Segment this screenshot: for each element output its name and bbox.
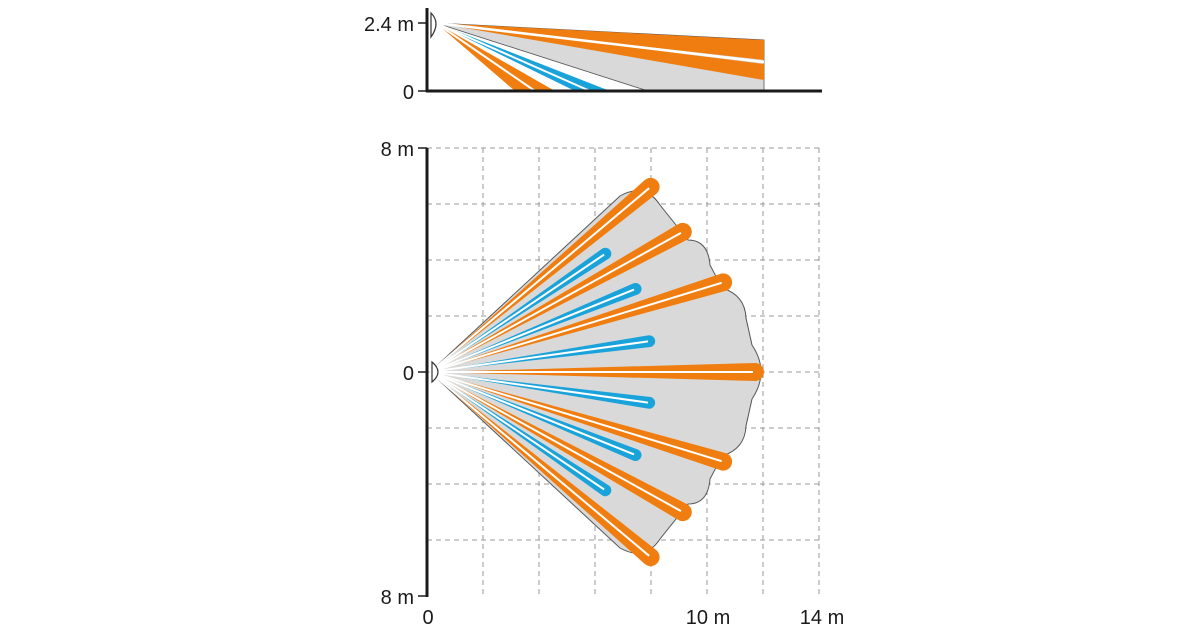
beam-divider [429,371,605,491]
beam-divider [429,340,649,373]
short-range-beam [430,372,656,409]
beam-divider [429,371,682,512]
long-range-beam [430,372,733,471]
beam-divider [429,371,650,557]
beam-divider [429,187,650,373]
beam-divider [429,371,649,404]
top-y-label-bottom: 8 m [381,587,414,609]
side-y-label-bottom: 0 [403,82,414,104]
beam-divider [429,232,682,373]
motion-sensor-icon [431,360,439,384]
side-near-divider [435,22,536,92]
long-range-beam [430,273,733,372]
top-view: 8 m 0 8 m 0 10 m 14 m [381,139,845,629]
side-short-beam [436,23,610,91]
side-long-beam-mid [436,23,764,80]
motion-sensor-icon [430,11,437,39]
top-y-label-middle: 0 [403,363,414,385]
beam-divider [429,288,635,373]
side-beam-divider [435,21,765,64]
beam-divider [429,371,722,463]
short-range-beam [430,335,656,372]
beam-divider [429,253,605,373]
side-y-label-top: 2.4 m [364,14,414,36]
side-near-beam [436,23,555,91]
x-label-origin: 0 [422,607,433,629]
top-y-label-top: 8 m [381,139,414,161]
side-short-divider [435,22,591,92]
beam-divider [429,281,722,373]
beam-divider [429,371,635,456]
beam-fan [429,177,764,567]
side-view: 2.4 m 0 [364,8,822,104]
x-label-mid: 10 m [686,607,730,629]
x-label-end: 14 m [800,607,844,629]
